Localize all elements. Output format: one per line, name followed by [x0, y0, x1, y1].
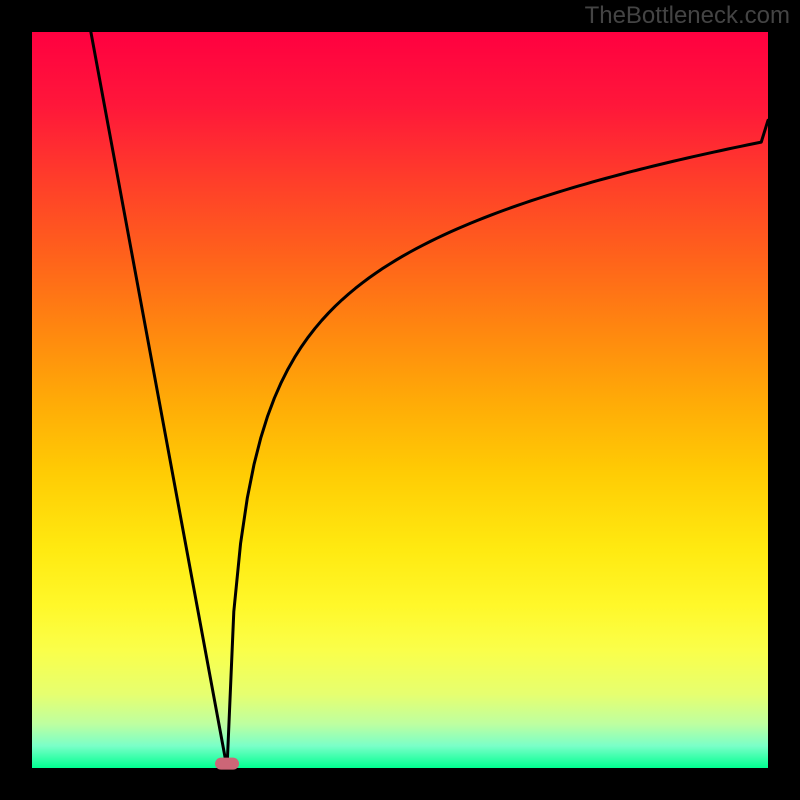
watermark-text: TheBottleneck.com: [585, 2, 790, 30]
minimum-marker: [215, 758, 239, 770]
bottleneck-chart: [0, 0, 800, 800]
plot-background-gradient: [32, 32, 768, 768]
chart-container: TheBottleneck.com: [0, 0, 800, 800]
